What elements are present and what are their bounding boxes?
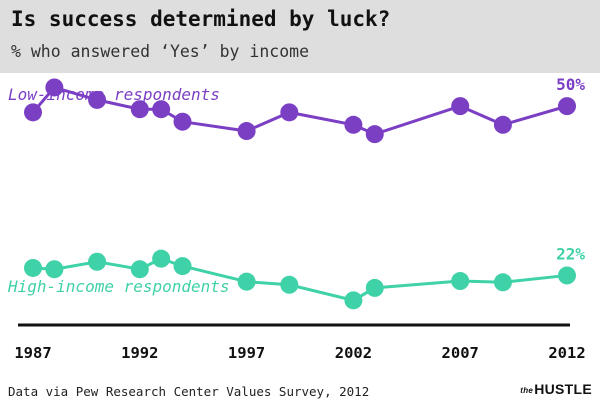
data-point: [558, 97, 576, 116]
data-point: [152, 249, 171, 268]
data-point: [237, 122, 256, 141]
chart-subtitle: % who answered ‘Yes’ by income: [11, 42, 310, 61]
data-point: [280, 103, 299, 122]
chart-header: Is success determined by luck? % who ans…: [0, 0, 600, 73]
hustle-logo: theHUSTLE: [520, 381, 592, 397]
data-point: [173, 112, 192, 131]
data-point: [365, 278, 384, 297]
data-point: [130, 100, 149, 119]
logo-wordmark: HUSTLE: [534, 381, 592, 397]
data-point: [451, 97, 470, 116]
data-point: [237, 272, 256, 291]
x-tick-label: 1987: [14, 344, 51, 362]
data-point: [344, 291, 363, 310]
data-point: [173, 257, 192, 276]
data-point: [365, 125, 384, 144]
x-tick-label: 2002: [335, 344, 372, 362]
data-point: [24, 103, 42, 122]
logo-prefix: the: [520, 386, 534, 395]
x-tick-label: 2012: [548, 344, 585, 362]
data-point: [493, 115, 512, 134]
end-value-label: 22%: [556, 244, 585, 263]
chart-title: Is success determined by luck?: [11, 7, 391, 31]
data-point: [344, 115, 363, 134]
x-tick-label: 1997: [228, 344, 265, 362]
data-point: [88, 252, 107, 271]
series-label: High-income respondents: [7, 277, 230, 296]
source-note: Data via Pew Research Center Values Surv…: [8, 384, 370, 399]
data-point: [130, 260, 149, 279]
data-point: [24, 258, 42, 277]
data-point: [45, 260, 64, 279]
data-point: [88, 90, 107, 109]
data-point: [280, 275, 299, 294]
series-label: Low-income respondents: [8, 85, 220, 104]
data-point: [152, 100, 171, 119]
data-point: [451, 272, 470, 291]
x-tick-label: 2007: [442, 344, 479, 362]
x-tick-label: 1992: [121, 344, 158, 362]
end-value-label: 50%: [556, 75, 585, 94]
data-point: [45, 78, 64, 97]
data-point: [558, 266, 576, 285]
data-point: [493, 273, 512, 292]
